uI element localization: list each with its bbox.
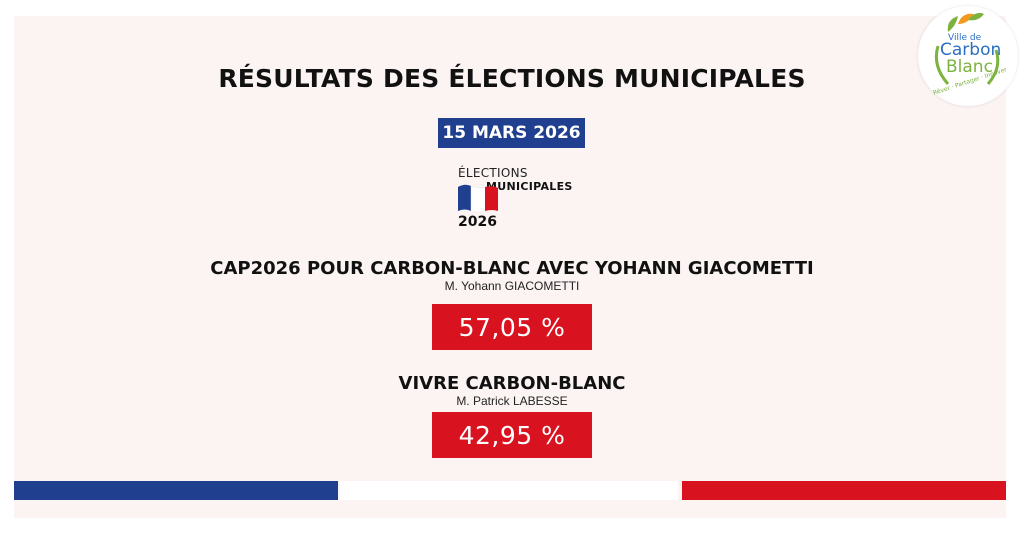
flag-stripe-white [340,481,678,500]
elections-logo-year: 2026 [458,214,497,230]
french-flag-icon [458,184,498,211]
elections-logo-line2: MUNICIPALES [486,180,573,193]
city-logo-line1: Ville de [948,33,982,43]
list-name-1: CAP2026 POUR CARBON-BLANC AVEC YOHANN GI… [210,258,814,279]
list-name-2: VIVRE CARBON-BLANC [398,373,626,394]
city-logo-line2: Carbon [940,40,1002,60]
score-box-2: 42,95 % [432,412,592,458]
city-logo-line3: Blanc [946,57,993,77]
score-box-1: 57,05 % [432,304,592,350]
candidate-name-1: M. Yohann GIACOMETTI [444,279,580,293]
city-logo-leaves-icon [934,12,1000,85]
date-badge: 15 MARS 2026 [438,118,585,148]
candidate-name-2: M. Patrick LABESSE [456,394,568,408]
flag-stripe-blue [14,481,338,500]
flag-stripe-red [682,481,1006,500]
city-logo: Ville de Carbon Blanc Rêver · Partager ·… [918,6,1018,106]
page-title: RÉSULTATS DES ÉLECTIONS MUNICIPALES [218,64,806,93]
elections-logo-line1: ÉLECTIONS [458,166,528,180]
elections-logo: ÉLECTIONS MUNICIPALES 2026 [454,164,574,236]
